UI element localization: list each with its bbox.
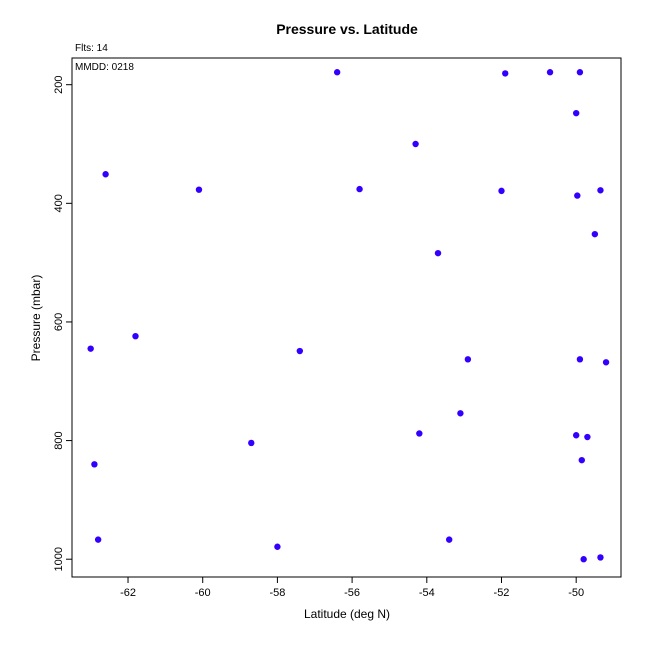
y-tick-label: 1000 — [53, 547, 65, 571]
date-annotation: MMDD: 0218 — [75, 62, 134, 73]
data-point — [597, 187, 604, 194]
data-point — [572, 109, 580, 117]
y-tick-label: 600 — [53, 313, 65, 331]
x-tick-label: -60 — [195, 587, 211, 599]
data-point — [502, 70, 509, 77]
data-point — [412, 140, 419, 148]
data-points — [87, 69, 610, 563]
data-point — [333, 69, 341, 76]
y-axis: 200 400 600 800 1000 — [53, 76, 73, 571]
y-axis-label: Pressure (mbar) — [29, 275, 43, 362]
x-tick-label: -50 — [568, 587, 584, 599]
x-axis: -62 -60 -58 -56 -54 -52 -50 — [120, 576, 584, 599]
data-point — [498, 187, 505, 195]
y-tick-label: 200 — [53, 76, 65, 94]
data-point — [102, 171, 109, 178]
data-point — [434, 249, 442, 257]
flights-annotation: Flts: 14 — [75, 43, 108, 54]
data-point — [584, 433, 591, 441]
x-tick-label: -56 — [344, 587, 360, 599]
data-point — [87, 345, 94, 352]
data-point — [572, 432, 580, 439]
data-point — [274, 543, 281, 550]
data-point — [597, 554, 604, 561]
y-tick-label: 800 — [53, 431, 65, 449]
data-point — [578, 456, 585, 464]
data-point — [464, 356, 472, 363]
data-point — [356, 185, 363, 193]
data-point — [446, 536, 453, 543]
x-tick-label: -62 — [120, 587, 136, 599]
data-point — [94, 536, 102, 543]
data-point — [574, 192, 581, 199]
data-point — [580, 556, 587, 563]
y-tick-label: 400 — [53, 194, 65, 212]
chart-title: Pressure vs. Latitude — [276, 21, 418, 37]
data-point — [576, 356, 584, 363]
data-point — [132, 332, 139, 340]
data-point — [576, 69, 584, 76]
data-point — [602, 359, 610, 366]
data-point — [91, 461, 98, 468]
x-axis-label: Latitude (deg N) — [304, 607, 390, 621]
x-tick-label: -54 — [419, 587, 435, 599]
data-point — [591, 230, 599, 238]
data-point — [195, 186, 203, 193]
x-tick-label: -52 — [494, 587, 510, 599]
data-point — [546, 69, 554, 76]
data-point — [296, 347, 304, 355]
x-tick-label: -58 — [269, 587, 285, 599]
data-point — [457, 410, 464, 417]
data-point — [416, 430, 423, 437]
data-point — [248, 439, 255, 447]
